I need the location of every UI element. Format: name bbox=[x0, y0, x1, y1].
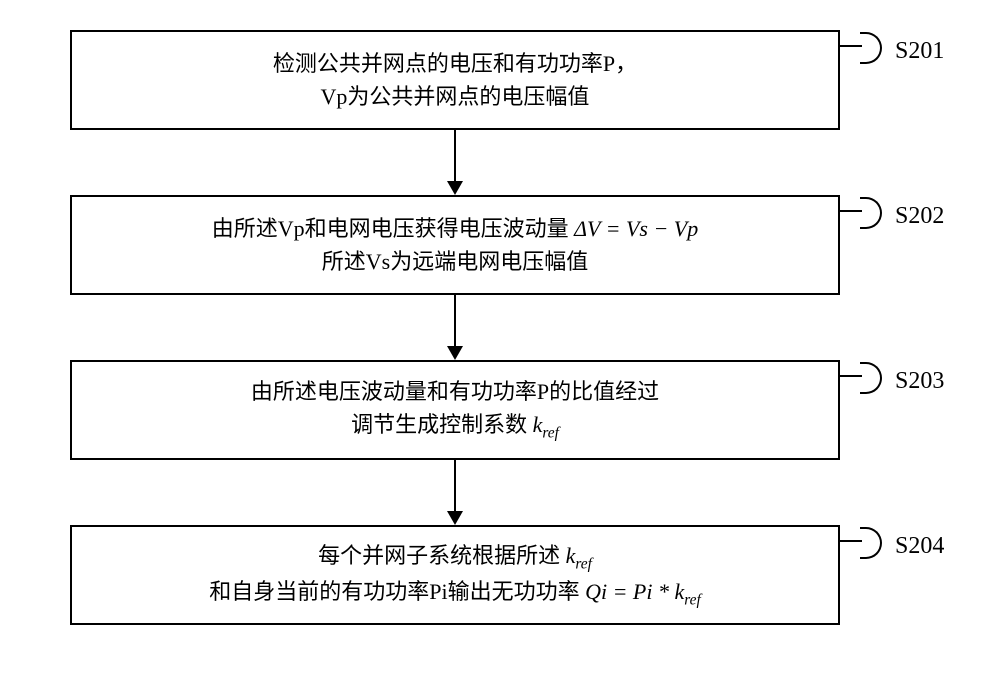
arrow-line bbox=[454, 130, 456, 181]
step-box-s204: 每个并网子系统根据所述 kref和自身当前的有功功率Pi输出无功功率 Qi = … bbox=[70, 525, 840, 625]
arrow-head-icon bbox=[447, 346, 463, 360]
label-connector bbox=[840, 45, 862, 47]
text-line: 检测公共并网点的电压和有功功率P， bbox=[273, 47, 637, 80]
flowchart-canvas: 检测公共并网点的电压和有功功率P，Vp为公共并网点的电压幅值 S201 由所述Vp和… bbox=[0, 0, 1000, 675]
text-line: 每个并网子系统根据所述 kref bbox=[318, 539, 592, 576]
label-connector bbox=[840, 540, 862, 542]
text-line: 由所述电压波动量和有功功率P的比值经过 bbox=[251, 375, 659, 408]
arrow-head-icon bbox=[447, 511, 463, 525]
step-label-s203: S203 bbox=[895, 368, 944, 395]
arrow-line bbox=[454, 460, 456, 511]
text-line: 调节生成控制系数 kref bbox=[351, 408, 559, 445]
text-line: Vp为公共并网点的电压幅值 bbox=[321, 80, 590, 113]
step-label-s202: S202 bbox=[895, 203, 944, 230]
arrow-head-icon bbox=[447, 181, 463, 195]
label-connector bbox=[840, 210, 862, 212]
text-line: 和自身当前的有功功率Pi输出无功功率 Qi = Pi * kref bbox=[209, 575, 701, 612]
step-box-s203: 由所述电压波动量和有功功率P的比值经过调节生成控制系数 kref bbox=[70, 360, 840, 460]
label-connector bbox=[840, 375, 862, 377]
label-curve bbox=[860, 197, 882, 229]
text-line: 由所述Vp和电网电压获得电压波动量 ΔV = Vs − Vp bbox=[212, 212, 698, 245]
step-box-s201: 检测公共并网点的电压和有功功率P，Vp为公共并网点的电压幅值 bbox=[70, 30, 840, 130]
label-curve bbox=[860, 527, 882, 559]
step-label-s204: S204 bbox=[895, 533, 944, 560]
label-curve bbox=[860, 362, 882, 394]
step-label-s201: S201 bbox=[895, 38, 944, 65]
step-box-s202: 由所述Vp和电网电压获得电压波动量 ΔV = Vs − Vp所述Vs为远端电网电… bbox=[70, 195, 840, 295]
label-curve bbox=[860, 32, 882, 64]
text-line: 所述Vs为远端电网电压幅值 bbox=[322, 245, 588, 278]
arrow-line bbox=[454, 295, 456, 346]
